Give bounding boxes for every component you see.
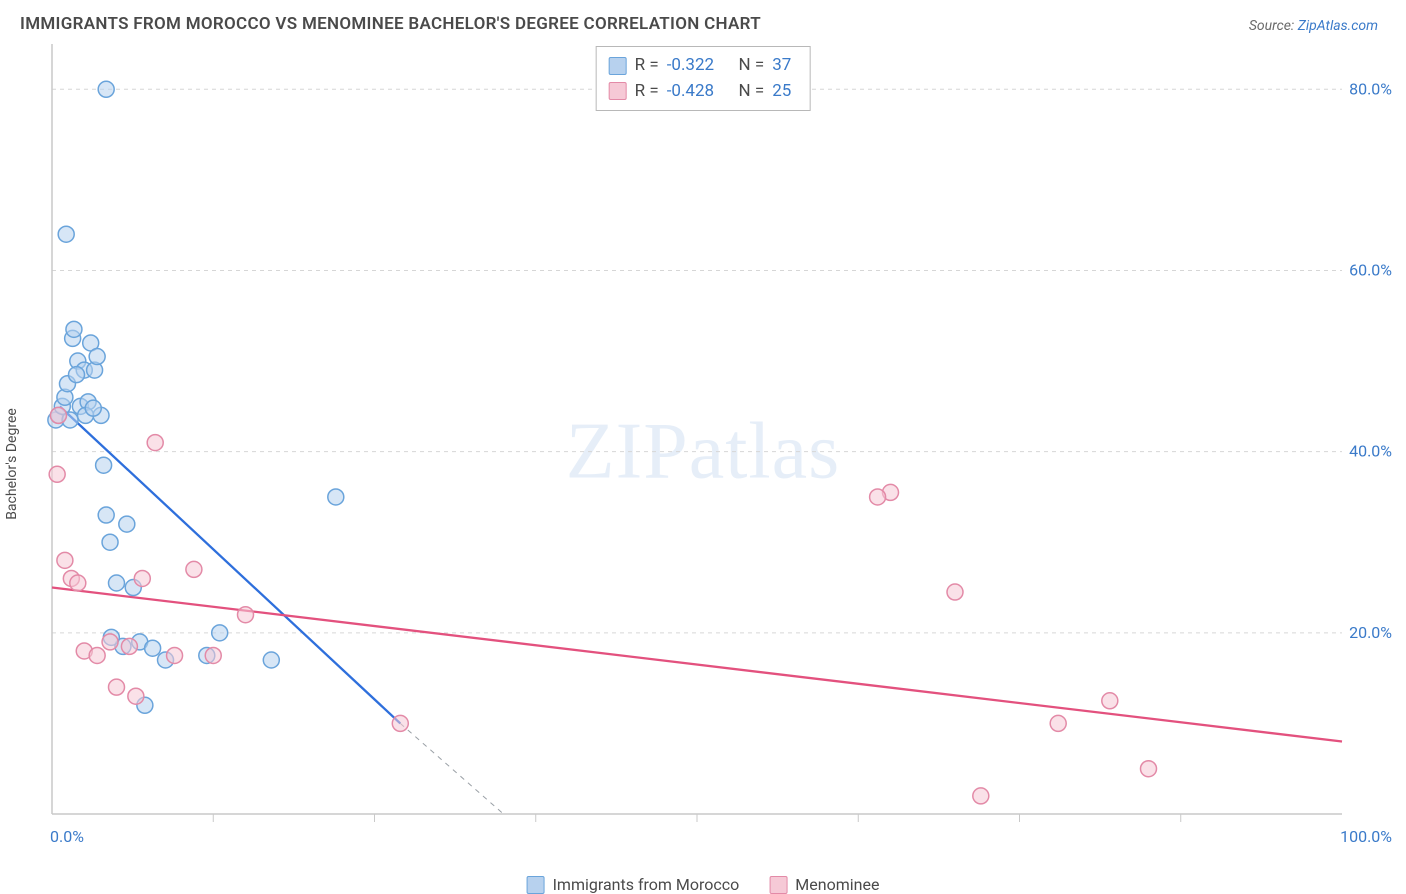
svg-text:80.0%: 80.0% [1349, 79, 1392, 98]
legend-r-value: -0.428 [667, 79, 714, 105]
legend-n-label: N = [739, 79, 765, 105]
source-prefix: Source: [1249, 18, 1298, 34]
svg-text:60.0%: 60.0% [1349, 260, 1392, 279]
series-name: Immigrants from Morocco [553, 875, 740, 894]
legend-swatch-icon [769, 876, 787, 894]
svg-text:100.0%: 100.0% [1340, 827, 1392, 846]
plot-area: Bachelor's Degree ZIPatlas 20.0%40.0%60.… [0, 44, 1406, 894]
legend-n-label: N = [739, 53, 765, 79]
legend-n-value: 37 [772, 53, 791, 79]
title-bar: IMMIGRANTS FROM MOROCCO VS MENOMINEE BAC… [0, 0, 1406, 44]
legend-r-value: -0.322 [667, 53, 714, 79]
series-legend-item-0: Immigrants from Morocco [527, 875, 740, 894]
correlation-legend: R = -0.322 N = 37 R = -0.428 N = 25 [596, 46, 811, 111]
svg-text:20.0%: 20.0% [1349, 623, 1392, 642]
scatter-chart: 20.0% 40.0% 60.0% 80.0% 0.0% 100.0% [0, 44, 1406, 894]
series-legend: Immigrants from Morocco Menominee [527, 875, 880, 894]
legend-swatch-icon [609, 82, 627, 100]
legend-r-label: R = [635, 53, 659, 79]
source-link[interactable]: ZipAtlas.com [1298, 18, 1378, 34]
svg-text:0.0%: 0.0% [50, 827, 84, 846]
series-name: Menominee [795, 875, 879, 894]
svg-text:40.0%: 40.0% [1349, 442, 1392, 461]
legend-row-1: R = -0.428 N = 25 [609, 79, 792, 105]
legend-swatch-icon [527, 876, 545, 894]
chart-title: IMMIGRANTS FROM MOROCCO VS MENOMINEE BAC… [20, 14, 761, 34]
legend-r-label: R = [635, 79, 659, 105]
source-attr: Source: ZipAtlas.com [1249, 18, 1378, 34]
legend-n-value: 25 [772, 79, 791, 105]
series-legend-item-1: Menominee [769, 875, 879, 894]
legend-swatch-icon [609, 57, 627, 75]
legend-row-0: R = -0.322 N = 37 [609, 53, 792, 79]
